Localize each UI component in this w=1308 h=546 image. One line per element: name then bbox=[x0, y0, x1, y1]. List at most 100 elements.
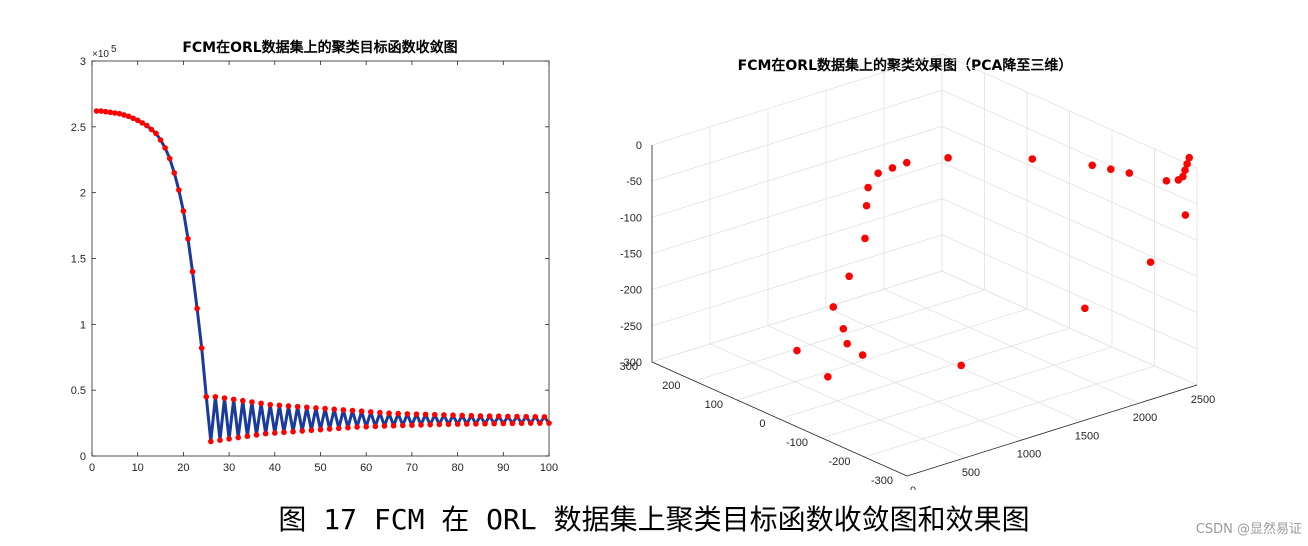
objective-point bbox=[331, 406, 338, 413]
cluster-point bbox=[1107, 165, 1115, 173]
cluster-point bbox=[1185, 153, 1194, 162]
objective-point bbox=[240, 397, 246, 404]
z-tick-label: -150 bbox=[620, 249, 642, 261]
objective-point bbox=[363, 423, 370, 430]
cluster-point bbox=[1088, 161, 1097, 170]
objective-point bbox=[93, 108, 100, 114]
floor-grid-line bbox=[736, 308, 1028, 401]
objective-point bbox=[450, 412, 456, 418]
objective-point bbox=[427, 421, 433, 428]
objective-point bbox=[98, 108, 104, 114]
cluster-point bbox=[874, 169, 882, 177]
convergence-chart-title: FCM在ORL数据集上的聚类目标函数收敛图 bbox=[182, 39, 457, 56]
convergence-chart: FCM在ORL数据集上的聚类目标函数收敛图 0 10 20 30 40 50 60 70 80 9… bbox=[71, 39, 558, 474]
objective-point bbox=[148, 126, 155, 133]
back-wall-grid-line bbox=[651, 53, 943, 146]
objective-point bbox=[198, 345, 205, 351]
objective-point bbox=[112, 110, 118, 116]
cluster-point bbox=[1183, 160, 1191, 168]
objective-point bbox=[116, 110, 123, 117]
y-tick-label: 0.5 bbox=[71, 385, 86, 397]
objective-point bbox=[340, 407, 347, 413]
objective-point bbox=[482, 420, 488, 427]
x-tick-label: 70 bbox=[406, 462, 418, 474]
back-wall-grid-line bbox=[651, 198, 943, 291]
objective-point bbox=[217, 437, 223, 444]
objective-point bbox=[514, 413, 520, 420]
back-wall-grid-line bbox=[651, 234, 943, 327]
objective-point bbox=[290, 428, 296, 435]
objective-point bbox=[162, 145, 168, 151]
objective-point bbox=[139, 120, 146, 126]
side-wall-grid-line bbox=[941, 125, 1198, 241]
side-wall-grid-line bbox=[941, 53, 1198, 169]
cluster-point bbox=[845, 272, 853, 281]
objective-point bbox=[258, 400, 264, 407]
cluster-3d-chart: FCM在ORL数据集上的聚类效果图（PCA降至三维） 0500100015002… bbox=[620, 53, 1215, 490]
objective-point bbox=[500, 420, 507, 427]
objective-point bbox=[390, 422, 397, 429]
y-tick-label: -300 bbox=[871, 475, 893, 487]
cluster-point bbox=[824, 373, 832, 381]
x-tick-label: 500 bbox=[962, 467, 980, 479]
cluster-point bbox=[858, 351, 867, 359]
objective-point bbox=[317, 426, 324, 433]
objective-point bbox=[459, 412, 465, 419]
objective-point bbox=[468, 412, 475, 419]
cluster-3d-chart-grid bbox=[651, 53, 1198, 477]
cluster-point bbox=[1028, 155, 1037, 163]
x-tick-label: 10 bbox=[132, 462, 144, 474]
objective-point bbox=[537, 420, 543, 426]
objective-point bbox=[121, 112, 127, 118]
y-tick-label: -100 bbox=[786, 437, 808, 449]
y-axis-line bbox=[651, 361, 908, 477]
cluster-point bbox=[1125, 169, 1134, 177]
z-tick-label: 0 bbox=[636, 140, 642, 152]
side-wall-grid-line bbox=[941, 270, 1198, 386]
objective-point bbox=[441, 412, 447, 418]
objective-point bbox=[235, 434, 242, 441]
cluster-point bbox=[902, 158, 911, 167]
cluster-point bbox=[957, 361, 965, 370]
objective-point bbox=[418, 422, 424, 428]
objective-point bbox=[134, 117, 141, 124]
objective-point bbox=[431, 411, 438, 418]
y-tick-label: 2.5 bbox=[71, 122, 86, 134]
objective-point bbox=[546, 420, 552, 426]
objective-point bbox=[272, 430, 278, 436]
z-tick-label: -50 bbox=[626, 176, 642, 188]
objective-point bbox=[285, 403, 292, 409]
cluster-point bbox=[1174, 176, 1183, 184]
objective-point bbox=[523, 413, 529, 420]
x-tick-label: 1000 bbox=[1017, 449, 1041, 461]
objective-point bbox=[422, 411, 429, 418]
objective-point bbox=[454, 421, 461, 427]
objective-point bbox=[473, 421, 479, 427]
objective-point bbox=[404, 411, 411, 417]
objective-point bbox=[413, 411, 420, 417]
cluster-point bbox=[1146, 258, 1155, 266]
x-tick-label: 20 bbox=[177, 462, 189, 474]
cluster-point bbox=[861, 234, 869, 243]
cluster-point bbox=[864, 183, 872, 192]
objective-point bbox=[144, 122, 150, 129]
y-tick-label: 3 bbox=[80, 56, 86, 68]
cluster-point bbox=[1081, 304, 1089, 313]
cluster-3d-chart-points bbox=[793, 153, 1194, 381]
objective-point bbox=[308, 427, 315, 434]
objective-point bbox=[303, 404, 310, 411]
objective-point bbox=[354, 424, 360, 430]
floor-grid-line bbox=[864, 365, 1155, 458]
z-tick-label: -100 bbox=[620, 212, 642, 224]
objective-point bbox=[253, 432, 260, 438]
side-wall-grid-line bbox=[941, 198, 1198, 314]
objective-point bbox=[541, 414, 548, 420]
y-tick-label: 1 bbox=[80, 319, 86, 331]
objective-point bbox=[281, 429, 287, 436]
x-axis-line bbox=[906, 384, 1198, 477]
back-wall-grid-line bbox=[651, 89, 943, 182]
objective-point bbox=[335, 425, 342, 432]
cluster-point bbox=[862, 201, 871, 210]
x-tick-label: 100 bbox=[540, 462, 558, 474]
objective-point bbox=[463, 421, 470, 427]
